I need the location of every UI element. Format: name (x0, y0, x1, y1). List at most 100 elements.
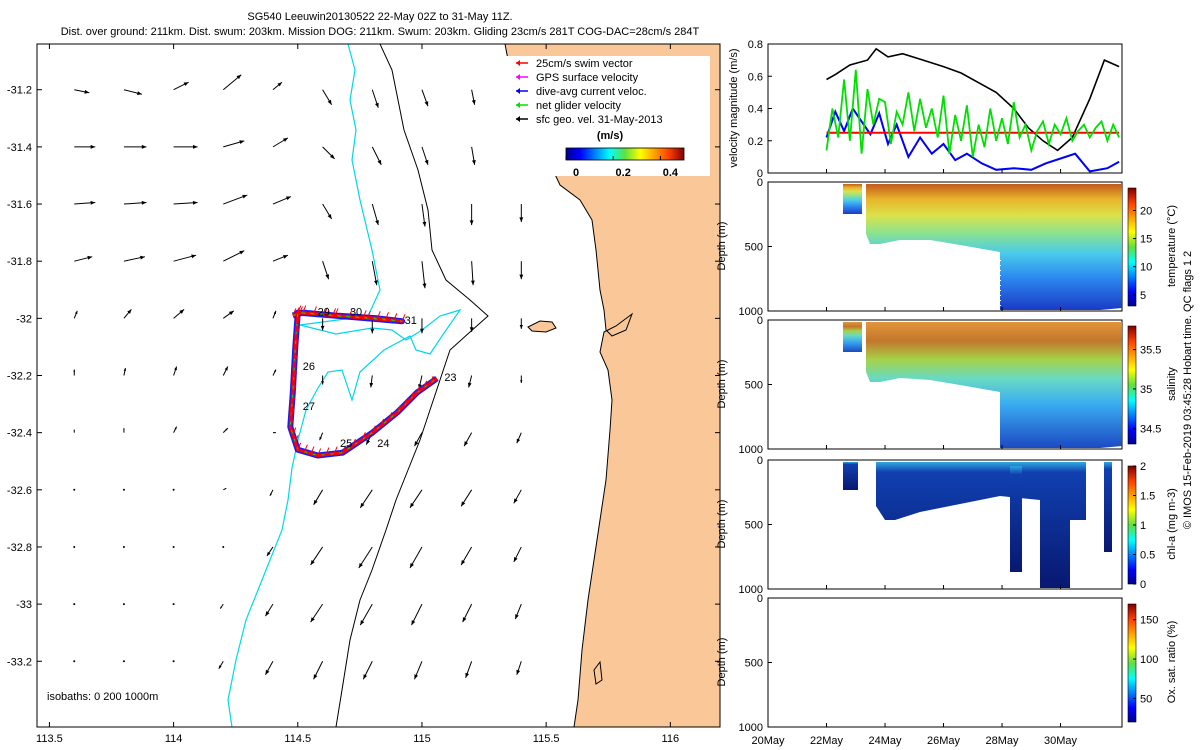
salinity-colorbar (1127, 325, 1137, 445)
vector-head (313, 674, 318, 680)
vector-head (127, 309, 132, 314)
velocity-ytick-label: 0.2 (748, 136, 763, 148)
swim-vector-tick (289, 419, 294, 428)
depth-ytick-label: 0 (757, 177, 763, 189)
swim-vector-tick (302, 305, 307, 313)
vector-head (74, 310, 78, 315)
legend-label: net glider velocity (536, 100, 621, 112)
vector-head (409, 502, 415, 508)
isobath-label: isobaths: 0 200 1000m (47, 691, 158, 703)
current-vector (409, 546, 423, 569)
current-vector (313, 661, 324, 680)
salinity-section-fill (843, 322, 1122, 448)
current-vector (362, 661, 373, 680)
current-vector (460, 489, 473, 507)
map-ytick-label: -32.6 (7, 485, 32, 497)
depth-ytick-label: 1000 (739, 444, 763, 456)
swim-vector-tick (409, 392, 414, 400)
vector-head (123, 428, 125, 430)
vector-head (141, 200, 147, 205)
temperature-cbar-label: temperature (°C) (1166, 205, 1178, 287)
depth-ytick-label: 500 (745, 242, 763, 254)
velocity-ytick-label: 0.8 (748, 39, 763, 51)
current-vector (272, 81, 283, 91)
vector-head (192, 144, 198, 149)
map-panel: 113.5 114 114.5 115 115.5 116 -31.2 -31.4 -31.6 -… (7, 43, 721, 745)
swim-vector-tick (401, 314, 406, 322)
isobath-200m (227, 44, 462, 727)
swim-vector-tick (371, 425, 376, 433)
map-xtick-label: 115.5 (533, 733, 560, 745)
current-vector (265, 661, 274, 676)
salinity-panel: Depth (m) salinity (716, 319, 1178, 450)
current-vector (172, 545, 175, 548)
colorbar-tick-label: 20 (1140, 205, 1152, 217)
vector-head (513, 498, 518, 504)
vector-head (462, 617, 467, 623)
vector-head (366, 439, 371, 445)
depth-ytick-label: 0 (757, 455, 763, 467)
current-vector (420, 318, 424, 334)
map-ytick-label: -31.6 (7, 199, 32, 211)
vector-head (239, 250, 245, 255)
current-vector (123, 309, 132, 319)
vector-head (90, 144, 96, 149)
vector-dot (172, 660, 175, 663)
current-vector (173, 426, 178, 433)
colorbar-tick-label: 0 (573, 167, 579, 179)
map-ytick-label: -33.2 (7, 656, 32, 668)
current-vector (514, 603, 522, 620)
current-vector (122, 545, 125, 548)
swim-vector-tick (351, 438, 356, 447)
vector-head (73, 369, 76, 372)
vector-head (228, 310, 234, 316)
vector-dot (172, 603, 175, 606)
day-label: 27 (303, 401, 315, 413)
current-vector (122, 660, 125, 663)
section-axes: 0500100051015200500100034.53535.50500100… (739, 177, 1162, 734)
vector-head (320, 325, 325, 331)
vector-head (375, 220, 379, 226)
swim-vector-tick (290, 408, 295, 416)
net-track (289, 312, 438, 457)
current-vector (320, 318, 325, 331)
temperature-panel: Depth (m) temperature (°C) (716, 181, 1178, 312)
swim-vector-tick (317, 448, 322, 456)
legend-label: GPS surface velocity (536, 72, 639, 84)
vector-dot (122, 660, 125, 663)
vector-head (73, 429, 75, 431)
current-vector (272, 369, 277, 376)
colorbar-tick-label: 0.2 (616, 167, 631, 179)
map-frame (36, 43, 721, 728)
colorbar-tick-label: 35.5 (1140, 345, 1161, 357)
velocity-ytick-label: 0.4 (748, 104, 763, 116)
legend-label: sfc geo. vel. 31-May-2013 (536, 114, 663, 126)
swim-vector-tick (294, 339, 299, 348)
vector-head (469, 327, 474, 332)
velocity-panel: velocity magnitude (m/s) 0 0.2 0.4 0.6 0.8 (728, 39, 1123, 180)
day-label: 26 (303, 361, 315, 373)
vector-head (191, 254, 197, 259)
vector-head (325, 274, 330, 280)
current-vector (266, 546, 274, 557)
figure-title-line1: SG540 Leeuwin20130522 22-May 02Z to 31-M… (247, 11, 512, 23)
vector-head (461, 501, 466, 507)
time-tick-label: 20May (751, 735, 785, 747)
colorbar-tick-label: 150 (1140, 615, 1158, 627)
vector-head (277, 82, 282, 87)
depth-ytick-label: 1000 (739, 722, 763, 734)
vector-dot (122, 603, 125, 606)
current-vector (73, 603, 76, 606)
salinity-cbar-label: salinity (1166, 367, 1178, 401)
swim-vector-tick (292, 385, 297, 393)
vector-head (469, 220, 474, 226)
vector-head (358, 563, 363, 568)
vector-head (516, 438, 521, 444)
current-vector (272, 254, 289, 262)
speed-colorbar (565, 147, 685, 161)
vector-head (183, 82, 189, 87)
current-vector (74, 89, 90, 94)
vector-head (327, 214, 332, 220)
map-xtick-label: 114 (165, 733, 183, 745)
